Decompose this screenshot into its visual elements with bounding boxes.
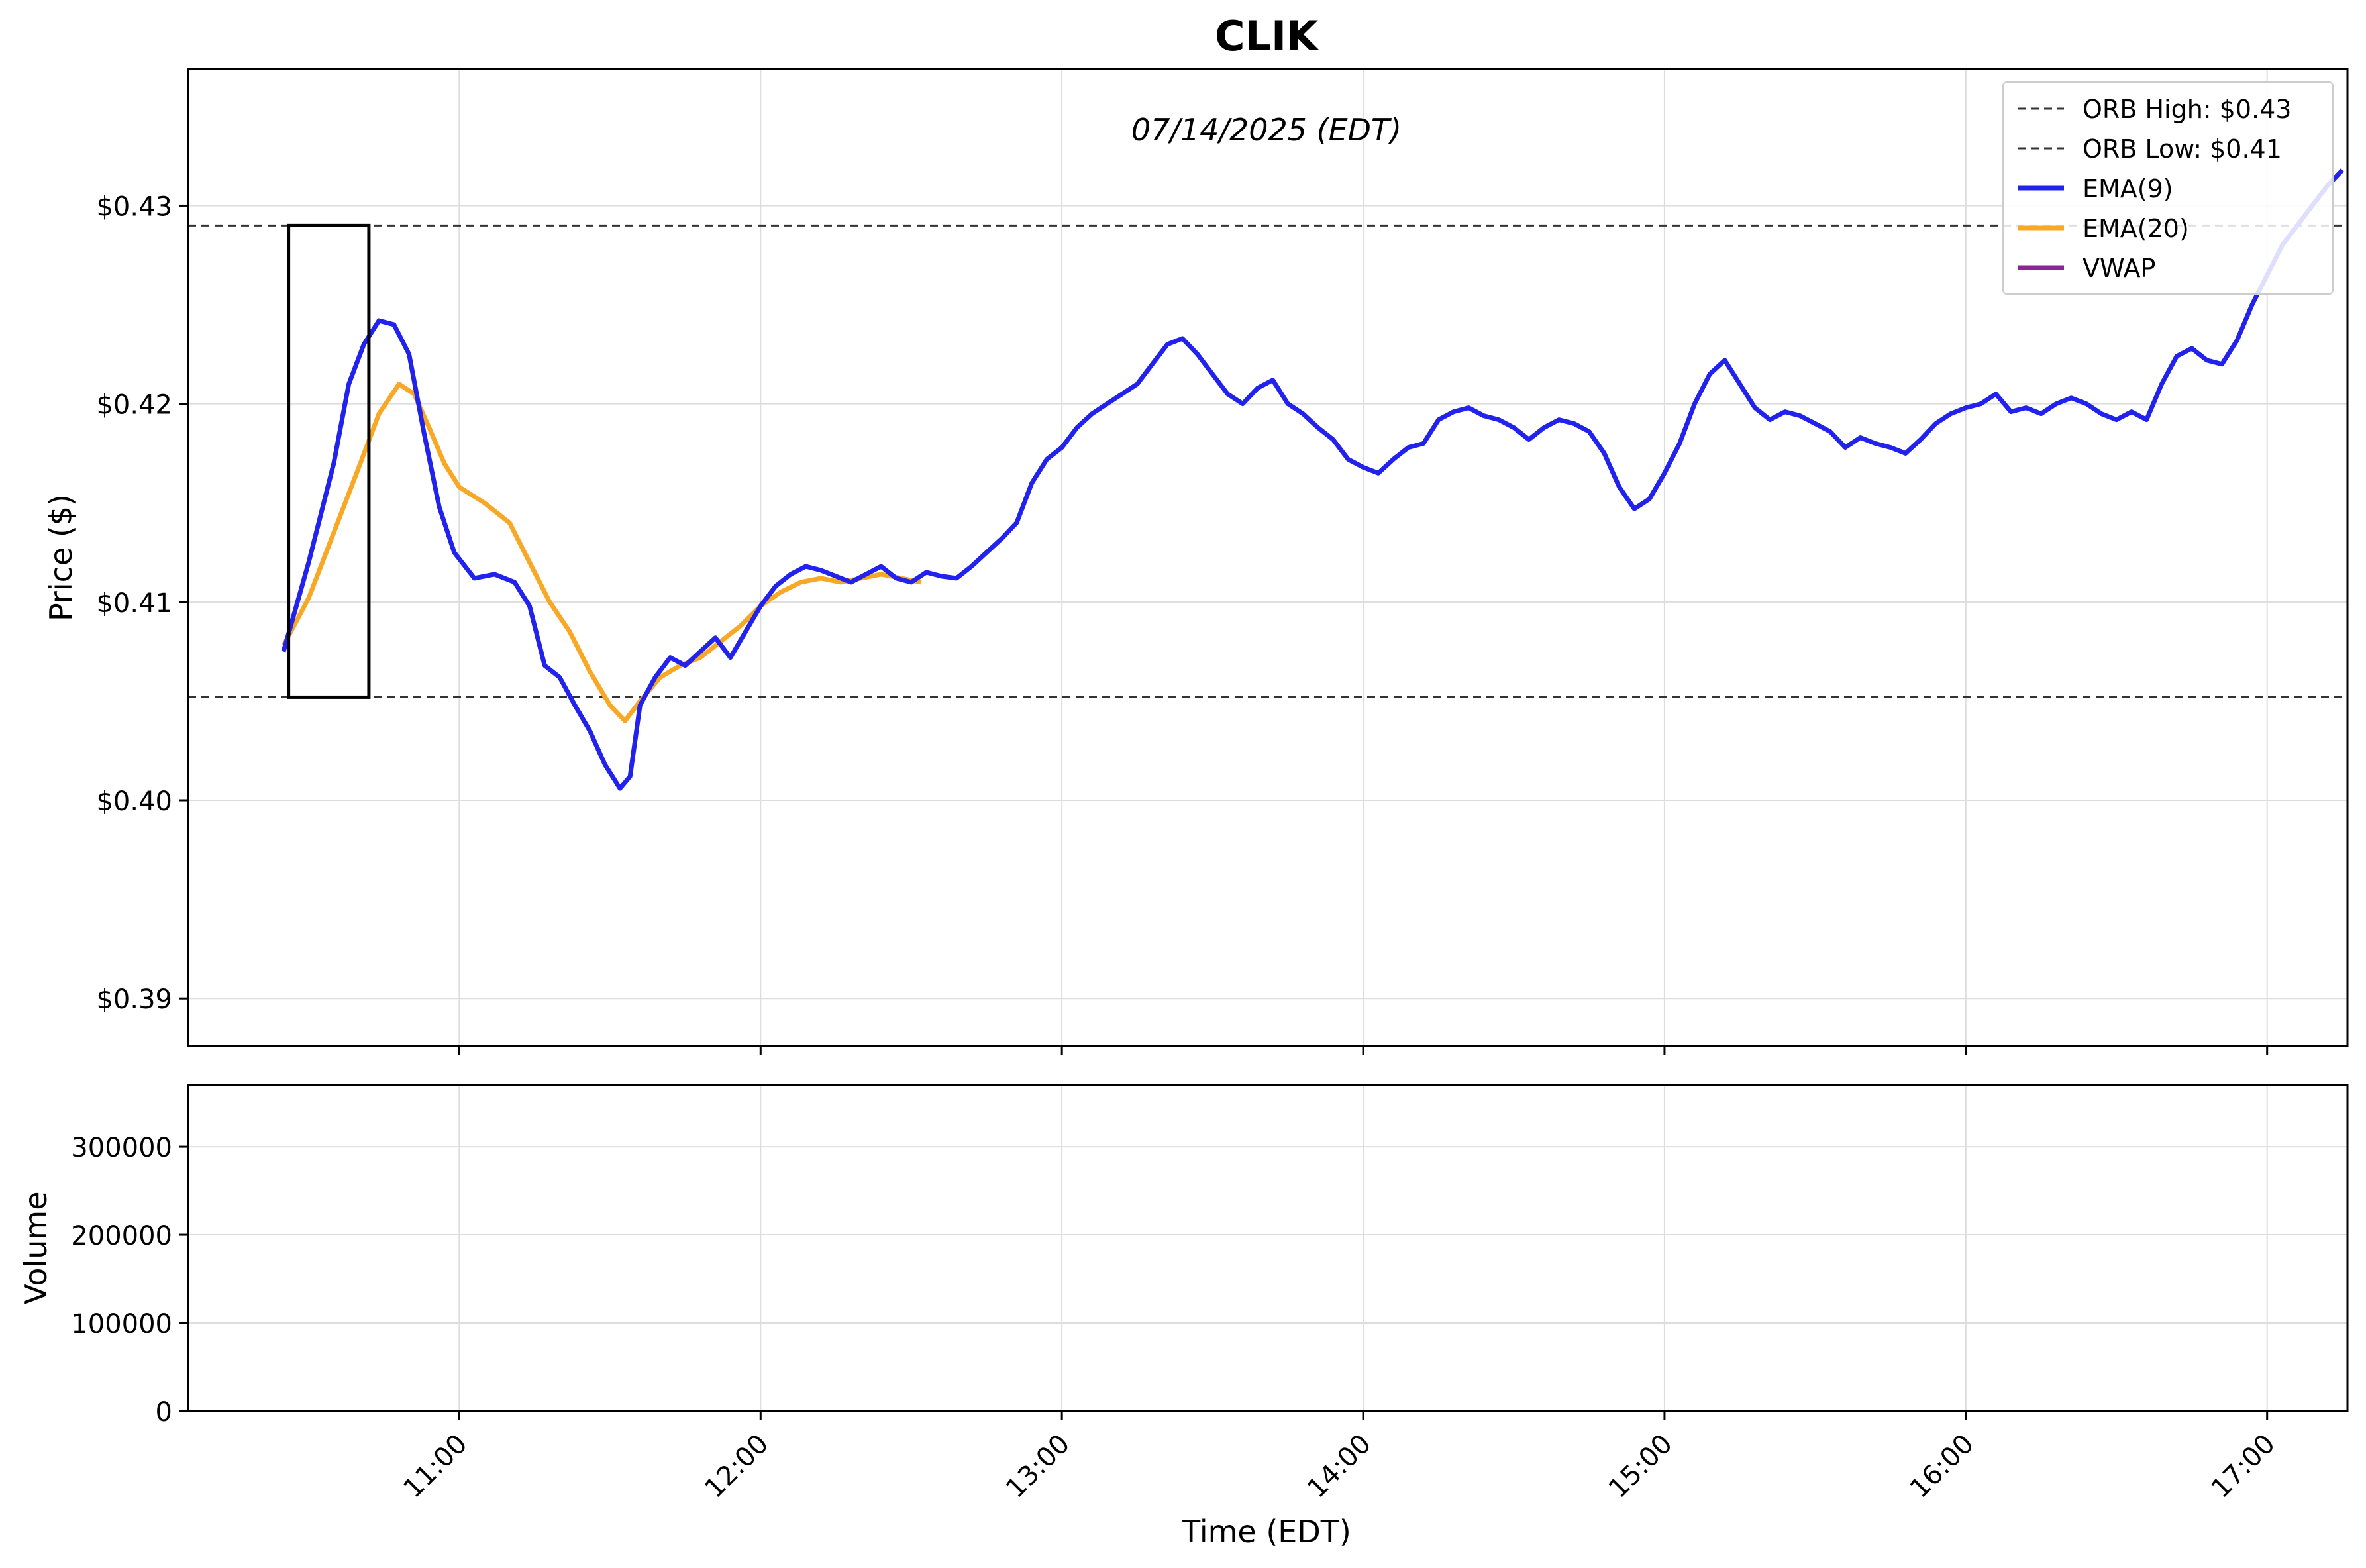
volume-x-tick-label: 12:00 [699,1429,774,1504]
price-plot-area [188,69,2347,1046]
volume-x-label: Time (EDT) [1181,1514,1351,1549]
date-annotation: 07/14/2025 (EDT) [1131,112,1402,148]
orb-box [287,223,371,699]
price-y-tick-label: $0.43 [96,191,172,222]
ema20-line [281,382,922,723]
volume-y-label: Volume [18,1191,54,1304]
price-x-tick-marks [458,1046,2269,1055]
volume-y-ticks: 0 100000 200000 300000 [71,1133,188,1428]
price-y-tick-label: $0.40 [96,786,172,817]
orb-lines [188,224,2347,698]
volume-x-ticks: 11:00 12:00 13:00 14:00 15:00 16:00 17:00 [397,1411,2281,1504]
chart-title: CLIK [1215,12,1319,60]
price-frame [187,68,2349,1047]
volume-grid [188,1085,2347,1412]
price-y-ticks: $0.39 $0.40 $0.41 $0.42 $0.43 [96,191,188,1015]
volume-y-tick-label: 200000 [71,1221,172,1251]
legend-label: ORB High: $0.43 [2083,95,2291,124]
price-y-label: Price ($) [43,494,79,621]
price-panel: $0.39 $0.40 $0.41 $0.42 $0.43 07/14/2025 (ED… [43,68,2349,1055]
legend-label: VWAP [2083,254,2155,283]
volume-frame [187,1084,2349,1412]
volume-x-tick-label: 16:00 [1904,1429,1980,1504]
legend-label: EMA(20) [2083,214,2189,243]
volume-x-tick-label: 14:00 [1302,1429,1377,1504]
ema9-line [281,168,2344,791]
price-y-tick-label: $0.39 [96,984,172,1015]
volume-x-tick-label: 17:00 [2206,1429,2281,1504]
price-y-tick-label: $0.42 [96,390,172,421]
volume-y-tick-label: 100000 [71,1309,172,1339]
volume-y-tick-label: 0 [156,1397,172,1428]
volume-x-tick-label: 15:00 [1603,1429,1678,1504]
price-y-tick-label: $0.41 [96,588,172,619]
volume-y-tick-label: 300000 [71,1133,172,1163]
volume-x-tick-label: 13:00 [1000,1429,1076,1504]
indicator-lines [281,168,2344,791]
volume-x-tick-label: 11:00 [397,1429,473,1504]
legend-label: ORB Low: $0.41 [2083,134,2282,164]
legend-box [2002,81,2334,295]
legend-label: EMA(9) [2083,174,2173,203]
legend: ORB High: $0.43 ORB Low: $0.41 EMA(9) EMA(2… [2002,81,2334,295]
volume-panel: 0 100000 200000 300000 11:00 12:00 13:00 14:00… [18,1084,2349,1549]
